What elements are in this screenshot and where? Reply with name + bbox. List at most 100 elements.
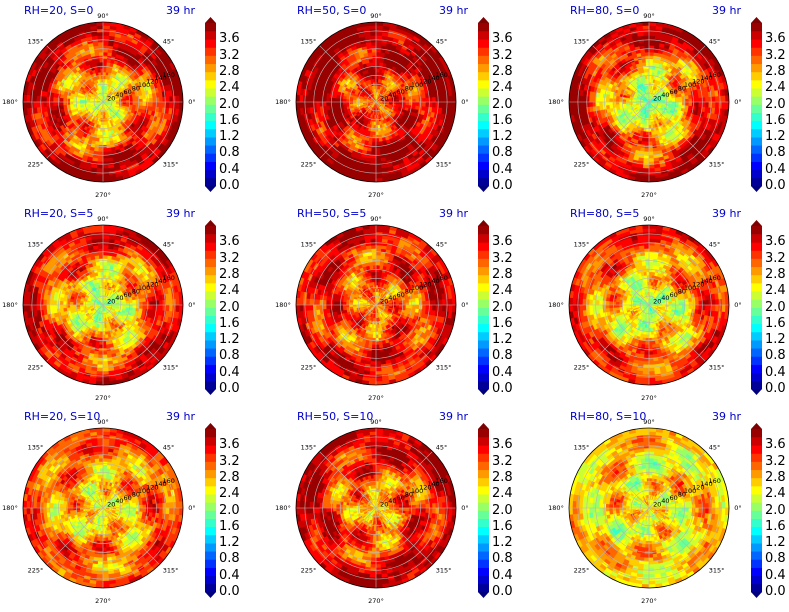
- angle-tick-label: 0°: [461, 301, 468, 309]
- colorbar-segment: [478, 340, 489, 349]
- colorbar-segment: [751, 274, 762, 284]
- colorbar-extend-max: [751, 423, 762, 429]
- colorbar-segment: [478, 266, 489, 276]
- colorbar-segment: [478, 461, 489, 471]
- radial-tick-label: 40: [115, 91, 123, 99]
- colorbar-segment: [205, 543, 216, 552]
- angular-gridline: [319, 248, 377, 306]
- polar-panel: RH=20, S=5 39 hr 20 40 60 80 100 120 140 160 0° 45°…: [0, 203, 243, 406]
- angle-tick-label: 180°: [548, 98, 564, 106]
- colorbar-segment: [205, 23, 216, 32]
- angle-tick-label: 270°: [95, 191, 111, 199]
- radial-tick-label: 60: [669, 88, 677, 96]
- colorbar-segment: [205, 315, 216, 325]
- angular-gridline: [592, 451, 650, 509]
- angular-gridline: [648, 248, 706, 306]
- colorbar-tick-label: 0.0: [765, 381, 786, 396]
- angle-tick-label: 0°: [188, 301, 195, 309]
- radial-tick-label: 160: [162, 477, 174, 485]
- colorbar-segment: [205, 291, 216, 300]
- radial-tick-label: 20: [107, 95, 115, 103]
- colorbar-tick-label: 2.0: [492, 96, 513, 112]
- colorbar-segment: [478, 242, 489, 251]
- colorbar-segment: [478, 372, 489, 382]
- colorbar-segment: [751, 461, 762, 471]
- polar-frame: [22, 224, 184, 386]
- angle-tick-label: 45°: [709, 37, 721, 45]
- colorbar-segment: [478, 226, 489, 235]
- colorbar-tick-label: 3.6: [492, 437, 513, 453]
- panel-time-label: 39 hr: [712, 410, 741, 423]
- angle-tick-label: 180°: [2, 504, 18, 512]
- colorbar-segment: [478, 510, 489, 519]
- colorbar-segment: [751, 23, 762, 32]
- colorbar-segment: [751, 437, 762, 446]
- angle-tick-label: 315°: [709, 567, 725, 575]
- radial-tick-label: 120: [146, 281, 158, 289]
- angle-tick-label: 90°: [97, 215, 109, 223]
- colorbar-tick-label: 0.4: [492, 567, 513, 583]
- colorbar-segment: [751, 250, 762, 259]
- colorbar-tick-label: 0.4: [765, 567, 786, 583]
- radial-tick-label: 100: [138, 284, 150, 292]
- colorbar-segment: [751, 55, 762, 65]
- colorbar-segment: [751, 364, 762, 373]
- colorbar-segment: [751, 39, 762, 48]
- polar-panel: RH=80, S=10 39 hr 20 40 60 80 100 120 140 160 0° 45…: [546, 406, 789, 609]
- angle-tick-label: 225°: [301, 364, 317, 372]
- radial-tick-label: 60: [123, 494, 131, 502]
- angle-tick-label: 225°: [28, 364, 44, 372]
- colorbar-segment: [205, 96, 216, 105]
- colorbar-segment: [205, 145, 216, 154]
- radial-tick-label: 120: [419, 484, 431, 492]
- angular-gridline: [592, 304, 650, 362]
- colorbar-tick-label: 0.4: [219, 567, 240, 583]
- colorbar-tick-label: 2.8: [765, 63, 786, 79]
- colorbar-segment: [478, 502, 489, 511]
- colorbar-segment: [751, 88, 762, 97]
- angle-tick-label: 315°: [163, 567, 179, 575]
- radial-tick-label: 60: [669, 494, 677, 502]
- colorbar-segment: [751, 283, 762, 292]
- radial-tick-label: 40: [661, 91, 669, 99]
- colorbar-segment: [205, 372, 216, 382]
- angle-tick-label: 270°: [368, 394, 384, 402]
- colorbar-tick-label: 2.8: [765, 266, 786, 282]
- radial-tick-label: 100: [684, 487, 696, 495]
- colorbar-segment: [205, 340, 216, 349]
- polar-field: [23, 428, 183, 588]
- colorbar-segment: [751, 348, 762, 357]
- colorbar-segment: [205, 559, 216, 568]
- colorbar-extend-min: [751, 592, 762, 598]
- colorbar-segment: [205, 80, 216, 89]
- radial-tick-label: 100: [411, 284, 423, 292]
- colorbar-tick-label: 0.8: [492, 145, 513, 161]
- colorbar-segment: [751, 543, 762, 552]
- colorbar-tick-label: 3.6: [492, 234, 513, 250]
- colorbar-segment: [478, 453, 489, 462]
- colorbar: [478, 17, 489, 192]
- panel-title: RH=50, S=0: [297, 4, 367, 17]
- colorbar-segment: [478, 486, 489, 495]
- colorbar-segment: [751, 477, 762, 487]
- colorbar-extend-max: [751, 17, 762, 23]
- angular-gridline: [319, 304, 377, 362]
- colorbar-segment: [205, 242, 216, 251]
- colorbar-segment: [205, 169, 216, 179]
- colorbar-segment: [751, 526, 762, 536]
- colorbar-segment: [205, 161, 216, 170]
- radial-tick-label: 140: [154, 74, 166, 82]
- colorbar-segment: [478, 437, 489, 446]
- colorbar-segment: [751, 583, 762, 593]
- angle-tick-label: 135°: [28, 240, 44, 248]
- angular-gridline: [102, 507, 160, 565]
- colorbar-tick-label: 3.6: [765, 437, 786, 453]
- angle-tick-label: 45°: [709, 240, 721, 248]
- colorbar-tick-label: 1.2: [492, 129, 513, 145]
- polar-panel: RH=80, S=5 39 hr 20 40 60 80 100 120 140 160 0° 45°…: [546, 203, 789, 406]
- colorbar-tick-label: 2.0: [765, 299, 786, 315]
